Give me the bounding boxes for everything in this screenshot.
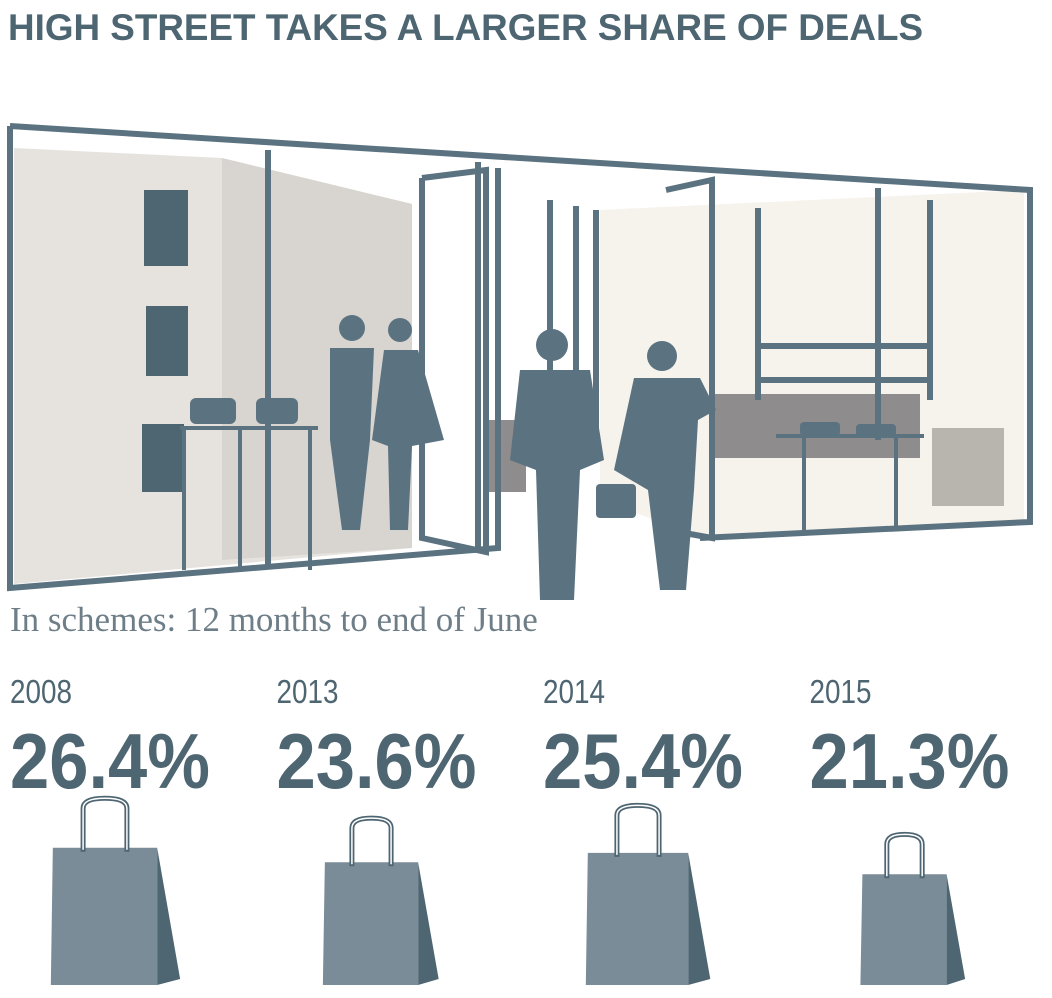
year-label: 2015 bbox=[810, 673, 872, 710]
bag-side bbox=[688, 852, 711, 985]
columns: 2008 26.4% 2013 23.6% 2014 25.4% 2015 21.3% bbox=[10, 673, 1010, 985]
bag bbox=[585, 852, 689, 985]
bag-handle-inner bbox=[616, 804, 660, 855]
bag-handle-inner bbox=[82, 797, 128, 850]
value-label: 26.4% bbox=[10, 717, 210, 805]
value-label: 21.3% bbox=[810, 717, 1010, 805]
bag-side bbox=[418, 862, 439, 985]
bag-side bbox=[157, 847, 181, 985]
bag-handle bbox=[614, 802, 662, 857]
year-label: 2014 bbox=[543, 673, 605, 710]
bag-handle bbox=[80, 795, 130, 852]
subtitle: In schemes: 12 months to end of June bbox=[10, 600, 538, 639]
year-label: 2013 bbox=[277, 673, 339, 710]
year-label: 2008 bbox=[10, 673, 72, 710]
title: HIGH STREET TAKES A LARGER SHARE OF DEAL… bbox=[8, 7, 923, 48]
bag-handle bbox=[884, 831, 925, 879]
bag-handle-inner bbox=[351, 817, 392, 865]
bag-handle-inner bbox=[886, 833, 923, 877]
value-label: 25.4% bbox=[543, 717, 743, 805]
bag-handle bbox=[349, 815, 394, 867]
bag bbox=[860, 874, 947, 985]
value-label: 23.6% bbox=[277, 717, 477, 805]
bag-side bbox=[946, 874, 966, 985]
storefront-illustration bbox=[7, 123, 1033, 600]
bag bbox=[50, 847, 158, 985]
bag bbox=[322, 862, 419, 985]
